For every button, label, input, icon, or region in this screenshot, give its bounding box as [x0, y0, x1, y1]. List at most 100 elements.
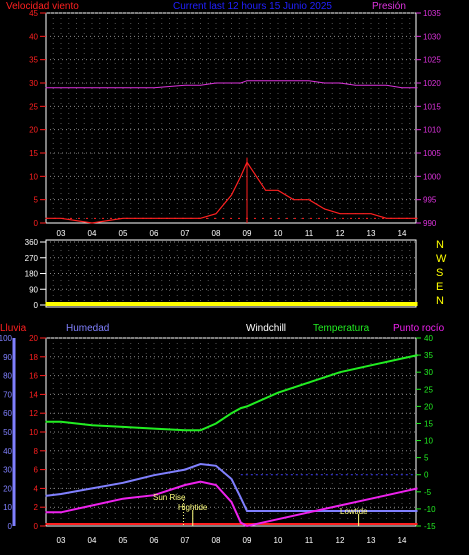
humidity-series — [45, 462, 418, 512]
humidity-tick-label: 60 — [3, 409, 12, 418]
rain-legend: Lluvia — [0, 323, 27, 334]
wind-tick-label: 40 — [29, 32, 38, 41]
direction-tick-label: 0 — [34, 301, 39, 310]
humidity-tick-label: 100 — [0, 334, 13, 343]
x-tick-label-top: 10 — [274, 229, 283, 238]
temperature-tick-label: 25 — [424, 385, 433, 394]
wind-tick-label: 15 — [29, 149, 38, 158]
x-tick-label-bottom: 09 — [243, 536, 252, 545]
pressure-tick-label: 1025 — [423, 56, 441, 65]
dewpoint-legend: Punto rocío — [393, 323, 445, 334]
compass-label: N — [436, 295, 444, 307]
x-tick-label-top: 11 — [305, 229, 314, 238]
rain-tick-label: 16 — [29, 372, 38, 381]
x-tick-label-bottom: 03 — [57, 536, 66, 545]
temperature-tick-label: -10 — [424, 505, 436, 514]
humidity-tick-label: 70 — [3, 390, 12, 399]
x-tick-label-bottom: 07 — [181, 536, 190, 545]
hightide-annotation: Hightide — [178, 503, 208, 512]
compass-label: E — [436, 281, 443, 293]
x-tick-label-bottom: 11 — [305, 536, 314, 545]
x-tick-label-bottom: 14 — [398, 536, 407, 545]
pressure-tick-label: 990 — [423, 219, 437, 228]
direction-tick-label: 360 — [25, 238, 39, 247]
humidity-tick-label: 10 — [3, 503, 12, 512]
pressure-tick-label: 1000 — [423, 172, 441, 181]
pressure-tick-label: 1010 — [423, 126, 441, 135]
rain-tick-label: 6 — [34, 466, 39, 475]
temperature-tick-label: 20 — [424, 402, 433, 411]
wind-tick-label: 35 — [29, 56, 38, 65]
lowtide-annotation: Lowtide — [340, 507, 368, 516]
pressure-tick-label: 1030 — [423, 32, 441, 41]
wind-speed-title: Velocidad viento — [6, 1, 79, 12]
x-tick-label-top: 03 — [57, 229, 66, 238]
temperature-tick-label: 15 — [424, 419, 433, 428]
humidity-legend: Humedad — [66, 323, 109, 334]
compass-label: S — [436, 267, 443, 279]
wind-tick-label: 0 — [34, 219, 39, 228]
direction-tick-label: 90 — [29, 285, 38, 294]
x-tick-label-bottom: 10 — [274, 536, 283, 545]
x-tick-label-top: 04 — [88, 229, 97, 238]
rain-tick-label: 20 — [29, 334, 38, 343]
humidity-tick-label: 40 — [3, 447, 12, 456]
x-tick-label-top: 08 — [212, 229, 221, 238]
x-tick-label-bottom: 12 — [336, 536, 345, 545]
pressure-series — [45, 80, 418, 89]
x-tick-label-bottom: 08 — [212, 536, 221, 545]
temperature-tick-label: 5 — [424, 454, 429, 463]
x-tick-label-bottom: 13 — [367, 536, 376, 545]
compass-label: W — [436, 253, 447, 265]
rain-tick-label: 4 — [34, 484, 39, 493]
x-tick-label-top: 05 — [119, 229, 128, 238]
x-tick-label-top: 13 — [367, 229, 376, 238]
pressure-tick-label: 1005 — [423, 149, 441, 158]
dewpoint-series — [45, 480, 418, 528]
temperature-legend: Temperatura — [313, 323, 370, 334]
compass-label: N — [436, 239, 444, 251]
temperature-tick-label: 35 — [424, 351, 433, 360]
wind-tick-label: 45 — [29, 9, 38, 18]
wind-tick-label: 30 — [29, 79, 38, 88]
direction-tick-label: 180 — [25, 270, 39, 279]
windchill-legend: Windchill — [246, 323, 286, 334]
direction-tick-label: 270 — [25, 254, 39, 263]
rain-tick-label: 10 — [29, 428, 38, 437]
rain-tick-label: 14 — [29, 390, 38, 399]
rain-tick-label: 18 — [29, 353, 38, 362]
temperature-tick-label: -15 — [424, 522, 436, 531]
temperature-tick-label: 10 — [424, 437, 433, 446]
x-tick-label-top: 07 — [181, 229, 190, 238]
humidity-tick-label: 50 — [3, 428, 12, 437]
rain-tick-label: 2 — [34, 503, 39, 512]
wind-tick-label: 5 — [34, 196, 39, 205]
rain-tick-label: 12 — [29, 409, 38, 418]
x-tick-label-bottom: 05 — [119, 536, 128, 545]
x-tick-label-bottom: 04 — [88, 536, 97, 545]
humidity-tick-label: 20 — [3, 484, 12, 493]
wind-tick-label: 25 — [29, 102, 38, 111]
period-title: Current last 12 hours 15 Junio 2025 — [173, 1, 332, 12]
x-tick-label-bottom: 06 — [150, 536, 159, 545]
humidity-tick-label: 90 — [3, 353, 12, 362]
humidity-tick-label: 0 — [8, 522, 13, 531]
humidity-tick-label: 30 — [3, 466, 12, 475]
wind-tick-label: 20 — [29, 126, 38, 135]
temperature-tick-label: -5 — [424, 488, 432, 497]
rain-tick-label: 8 — [34, 447, 39, 456]
pressure-tick-label: 1035 — [423, 9, 441, 18]
pressure-title: Presión — [372, 1, 406, 12]
x-tick-label-top: 06 — [150, 229, 159, 238]
temperature-tick-label: 40 — [424, 334, 433, 343]
temperature-series — [45, 354, 418, 432]
sunrise-annotation: Sun Rise — [153, 493, 186, 502]
humidity-tick-label: 80 — [3, 372, 12, 381]
wind-tick-label: 10 — [29, 172, 38, 181]
temperature-tick-label: 0 — [424, 471, 429, 480]
rain-tick-label: 0 — [34, 522, 39, 531]
pressure-tick-label: 1020 — [423, 79, 441, 88]
pressure-tick-label: 1015 — [423, 102, 441, 111]
x-tick-label-top: 12 — [336, 229, 345, 238]
